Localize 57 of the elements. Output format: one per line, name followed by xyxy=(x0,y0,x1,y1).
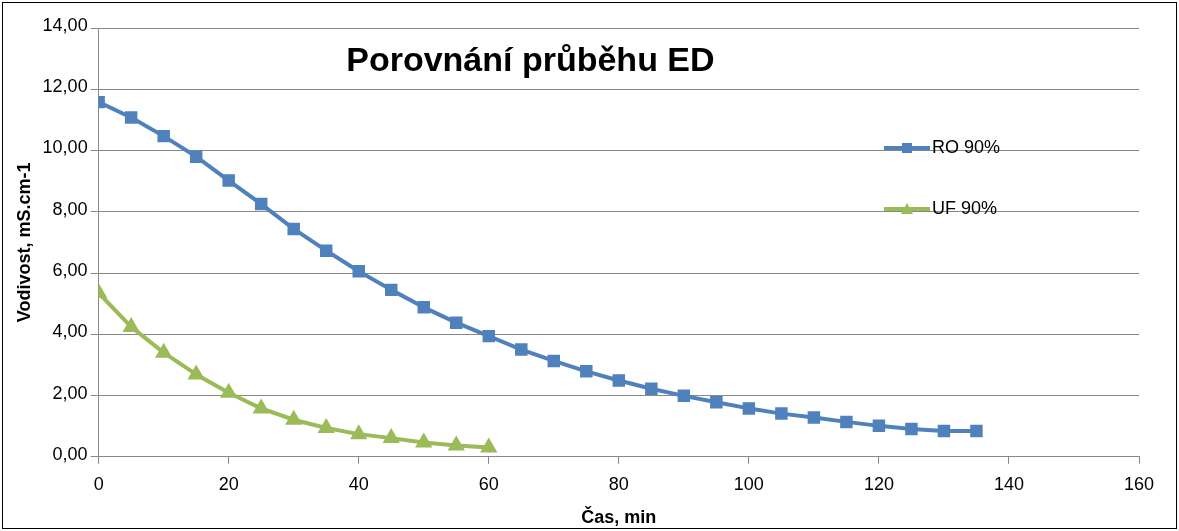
point xyxy=(319,244,333,257)
point xyxy=(384,430,399,444)
point xyxy=(807,411,821,424)
point xyxy=(417,301,430,314)
point xyxy=(580,365,593,378)
point xyxy=(742,402,756,415)
y-tick-label: 6,00 xyxy=(52,260,88,280)
x-tick-label: 140 xyxy=(993,473,1024,494)
y-tick-label: 12,00 xyxy=(42,76,88,97)
x-tick-label: 20 xyxy=(218,473,239,494)
x-axis-title: Čas, min xyxy=(581,506,657,528)
x-tick-label: 80 xyxy=(608,473,629,494)
x-tick-label: 60 xyxy=(478,473,499,494)
x-tick-label: 40 xyxy=(348,473,369,494)
y-tick-label: 8,00 xyxy=(52,198,88,219)
y-tick-label: 4,00 xyxy=(52,321,88,342)
point xyxy=(710,396,723,409)
point xyxy=(937,424,951,438)
y-tick-label: 0,00 xyxy=(52,443,88,464)
point xyxy=(482,329,496,343)
point xyxy=(872,419,886,433)
point xyxy=(351,426,366,440)
x-tick-label: 100 xyxy=(733,473,764,494)
point xyxy=(905,422,918,436)
x-tick-label: 0 xyxy=(93,473,104,494)
point xyxy=(677,389,691,403)
point xyxy=(970,424,983,438)
point xyxy=(157,129,170,143)
point xyxy=(840,415,853,429)
y-tick-label: 2,00 xyxy=(52,382,88,403)
point xyxy=(416,434,431,448)
point xyxy=(515,343,528,356)
point xyxy=(352,264,365,278)
point xyxy=(254,400,269,414)
legend-label: UF 90% xyxy=(932,197,998,218)
point xyxy=(645,382,658,396)
point xyxy=(222,174,235,187)
point xyxy=(775,407,788,420)
point xyxy=(319,420,334,434)
y-axis-title: Vodivost, mS.cm-1 xyxy=(13,162,34,323)
point xyxy=(188,366,204,380)
point xyxy=(189,150,203,163)
point xyxy=(124,111,138,124)
x-tick-label: 120 xyxy=(863,473,894,494)
x-tick-label: 160 xyxy=(1123,473,1155,494)
point xyxy=(450,316,463,329)
y-tick-label: 10,00 xyxy=(42,137,88,158)
point xyxy=(123,318,139,332)
point xyxy=(254,197,268,211)
point xyxy=(547,354,561,368)
y-tick-label: 14,00 xyxy=(42,14,88,35)
point xyxy=(385,283,398,297)
chart-title: Porovnání průběhu ED xyxy=(346,40,715,79)
point xyxy=(449,437,464,451)
legend-label: RO 90% xyxy=(932,136,1001,157)
point xyxy=(612,374,626,387)
point xyxy=(287,222,300,236)
